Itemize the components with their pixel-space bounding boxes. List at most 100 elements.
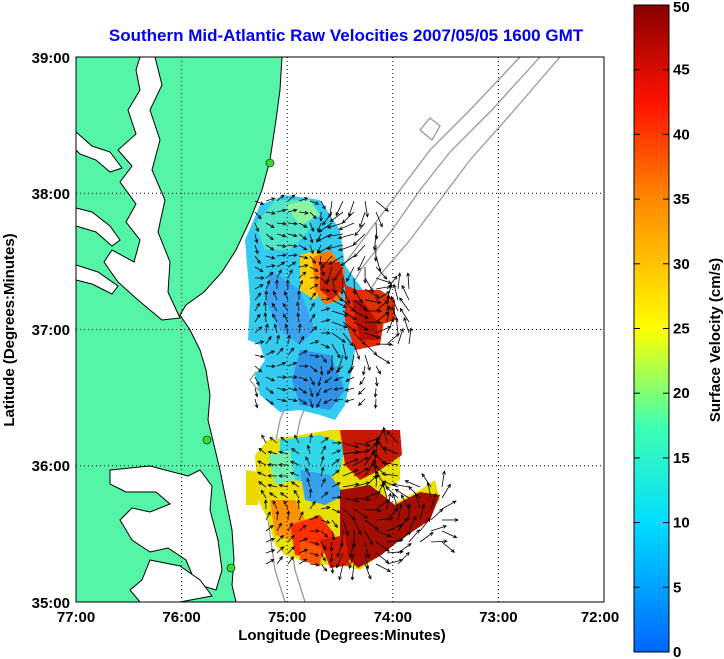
velocity-arrow — [353, 321, 369, 331]
velocity-arrow — [254, 387, 259, 398]
velocity-arrow — [394, 488, 410, 499]
colorbar-tick-label: 20 — [673, 385, 690, 402]
velocity-arrow — [320, 288, 331, 293]
velocity-arrow — [353, 288, 363, 304]
plot-area — [76, 57, 604, 602]
velocity-arrow — [335, 365, 344, 373]
x-tick-labels: 77:00 76:00 75:00 74:00 73:00 72:00 — [57, 609, 619, 626]
velocity-patch-north — [245, 195, 380, 420]
velocity-arrow — [397, 503, 403, 521]
velocity-arrow — [296, 499, 301, 510]
velocity-arrow — [254, 200, 265, 205]
velocity-arrow — [272, 500, 278, 510]
velocity-arrow — [320, 491, 329, 499]
velocity-arrow — [342, 288, 351, 305]
colorbar-tick-label: 45 — [673, 62, 690, 79]
colorbar-ticks — [634, 69, 669, 588]
velocity-arrow — [265, 244, 275, 251]
velocity-arrow — [276, 362, 287, 367]
velocity-arrow — [381, 461, 399, 466]
velocity-arrow — [331, 332, 346, 343]
velocity-arrow — [287, 244, 298, 248]
velocity-arrow — [333, 376, 344, 381]
velocity-arrow — [308, 488, 313, 499]
velocity-arrow — [264, 290, 269, 301]
velocity-arrow — [375, 266, 388, 280]
velocity-arrow — [260, 489, 267, 499]
velocity-arrow — [326, 233, 344, 238]
velocity-arrow — [320, 519, 331, 524]
velocity-arrow — [318, 222, 333, 233]
velocity-arrow — [320, 552, 326, 562]
velocity-arrow — [324, 376, 333, 384]
velocity-arrow — [309, 354, 320, 358]
velocity-arrow — [377, 440, 388, 455]
x-tick-label: 72:00 — [581, 609, 619, 626]
velocity-arrow — [271, 302, 278, 312]
velocity-arrow — [275, 279, 279, 290]
velocity-field — [245, 195, 440, 570]
velocity-arrow — [287, 334, 291, 345]
velocity-arrow — [287, 534, 295, 543]
velocity-arrow — [338, 563, 344, 581]
velocity-arrow — [287, 522, 293, 532]
velocity-arrow — [407, 503, 412, 521]
velocity-arrow — [327, 365, 333, 375]
velocity-arrow — [320, 200, 326, 210]
velocity-arrow — [276, 398, 287, 403]
velocity-arrow — [382, 426, 388, 444]
velocity-arrow — [265, 197, 276, 202]
velocity-arrow — [265, 264, 276, 268]
velocity-arrow — [309, 233, 314, 244]
velocity-arrow — [361, 365, 366, 376]
velocity-arrow — [309, 376, 315, 386]
velocity-arrow — [309, 326, 318, 334]
velocity-arrow — [331, 530, 336, 541]
velocity-arrow — [287, 261, 297, 268]
velocity-arrow — [381, 472, 399, 477]
y-tick-label: 36:00 — [32, 458, 70, 475]
velocity-arrow — [408, 529, 421, 543]
velocity-arrow — [331, 495, 342, 500]
velocity-arrow — [364, 354, 371, 372]
velocity-arrow — [408, 327, 413, 345]
colorbar-tick-label: 10 — [673, 515, 690, 532]
velocity-arrow — [265, 271, 274, 279]
velocity-arrow — [320, 530, 329, 538]
radar-station — [202, 435, 212, 445]
velocity-arrow — [309, 529, 320, 533]
velocity-arrow — [331, 449, 341, 455]
radar-stations — [202, 158, 275, 573]
velocity-arrow — [331, 469, 340, 477]
velocity-arrow — [386, 507, 399, 521]
velocity-arrow — [430, 492, 437, 510]
albemarle-sound — [109, 465, 223, 591]
velocity-arrow — [386, 524, 403, 532]
velocity-arrow — [256, 471, 267, 477]
velocity-arrow — [326, 244, 344, 250]
velocity-arrow — [441, 518, 459, 522]
velocity-arrow — [305, 456, 311, 466]
velocity-arrow — [298, 222, 308, 228]
velocity-arrow — [320, 331, 331, 335]
velocity-arrow — [336, 552, 344, 569]
velocity-arrow — [316, 387, 322, 397]
velocity-arrow — [386, 332, 400, 345]
velocity-arrow — [276, 208, 287, 213]
velocity-arrow — [364, 277, 374, 293]
velocity-arrow — [309, 292, 317, 301]
velocity-arrow — [364, 343, 378, 356]
velocity-arrow — [375, 211, 383, 228]
velocity-arrow — [386, 305, 391, 323]
y-tick-label: 39:00 — [32, 50, 70, 67]
velocity-arrow — [331, 519, 338, 528]
velocity-arrow — [276, 221, 287, 226]
velocity-arrow — [309, 365, 318, 373]
velocity-arrow — [320, 445, 326, 455]
velocity-arrow — [375, 470, 379, 488]
velocity-arrow — [254, 376, 260, 386]
velocity-arrow — [406, 272, 410, 290]
velocity-arrow — [276, 261, 286, 268]
velocity-arrow — [353, 497, 371, 502]
velocity-arrow — [287, 555, 294, 565]
